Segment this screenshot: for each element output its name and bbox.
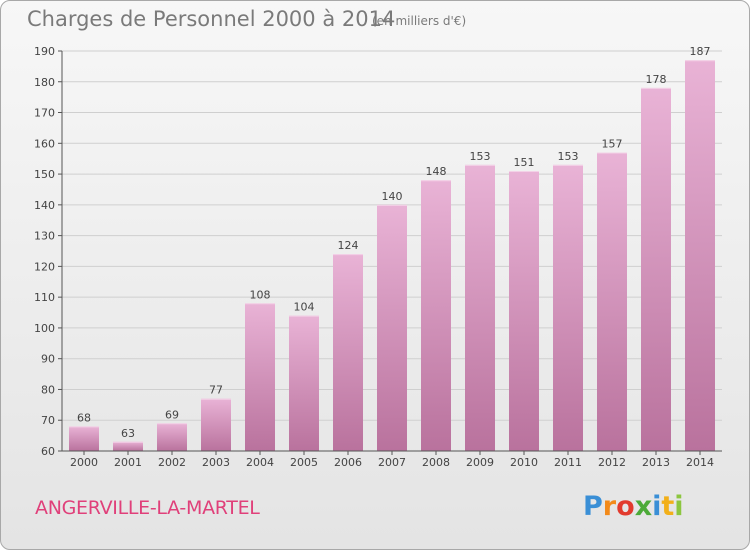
data-label: 157 [602,138,623,151]
x-tick-label: 2004 [246,456,274,469]
logo-letter: P [583,491,603,522]
bar [421,180,451,451]
proxiti-logo: Proxiti [583,491,684,522]
x-tick-label: 2005 [290,456,318,469]
logo-letter: x [634,491,653,522]
data-label: 63 [121,427,135,440]
y-tick-label: 120 [34,260,55,273]
bar [201,398,231,451]
data-label: 108 [250,288,271,301]
x-tick-label: 2011 [554,456,582,469]
x-tick-label: 2008 [422,456,450,469]
x-tick-label: 2010 [510,456,538,469]
bar [685,60,715,451]
x-tick-label: 2003 [202,456,230,469]
data-label: 187 [690,45,711,58]
y-tick-label: 180 [34,76,55,89]
x-tick-label: 2000 [70,456,98,469]
bar [113,441,143,451]
data-label: 153 [470,150,491,163]
chart-subtitle: (en milliers d'€) [372,14,467,28]
chart-title: Charges de Personnel 2000 à 2014 [27,7,396,31]
y-tick-label: 150 [34,168,55,181]
x-tick-label: 2009 [466,456,494,469]
bar [69,426,99,451]
data-label: 77 [209,384,223,397]
bar [333,254,363,451]
x-tick-label: 2001 [114,456,142,469]
x-tick-label: 2012 [598,456,626,469]
y-tick-label: 70 [41,414,55,427]
data-label: 68 [77,411,91,424]
bar [553,164,583,451]
data-label: 140 [382,190,403,203]
logo-letter: t [661,491,675,522]
logo-letter: o [616,491,635,522]
y-tick-label: 60 [41,445,55,458]
data-label: 151 [514,156,535,169]
bar [289,315,319,451]
data-label: 178 [646,73,667,86]
data-label: 69 [165,408,179,421]
x-tick-label: 2014 [686,456,714,469]
bar [597,152,627,452]
data-label: 104 [294,301,315,314]
y-tick-label: 140 [34,199,55,212]
y-tick-label: 160 [34,137,55,150]
data-label: 124 [338,239,359,252]
bar [641,87,671,451]
bar [157,423,187,451]
bar [377,204,407,451]
logo-letter: i [652,491,662,522]
bar [465,164,495,451]
logo-letter: r [602,491,617,522]
x-tick-label: 2007 [378,456,406,469]
y-tick-label: 100 [34,322,55,335]
x-tick-label: 2006 [334,456,362,469]
city-name: ANGERVILLE-LA-MARTEL [35,497,260,519]
y-tick-label: 110 [34,291,55,304]
y-tick-label: 190 [34,45,55,58]
data-label: 153 [558,150,579,163]
bar [245,303,275,451]
y-tick-label: 90 [41,353,55,366]
y-tick-label: 130 [34,230,55,243]
data-label: 148 [426,165,447,178]
bar [509,171,539,451]
y-tick-label: 80 [41,383,55,396]
logo-letter: i [674,491,684,522]
x-tick-label: 2002 [158,456,186,469]
y-tick-label: 170 [34,107,55,120]
x-tick-label: 2013 [642,456,670,469]
